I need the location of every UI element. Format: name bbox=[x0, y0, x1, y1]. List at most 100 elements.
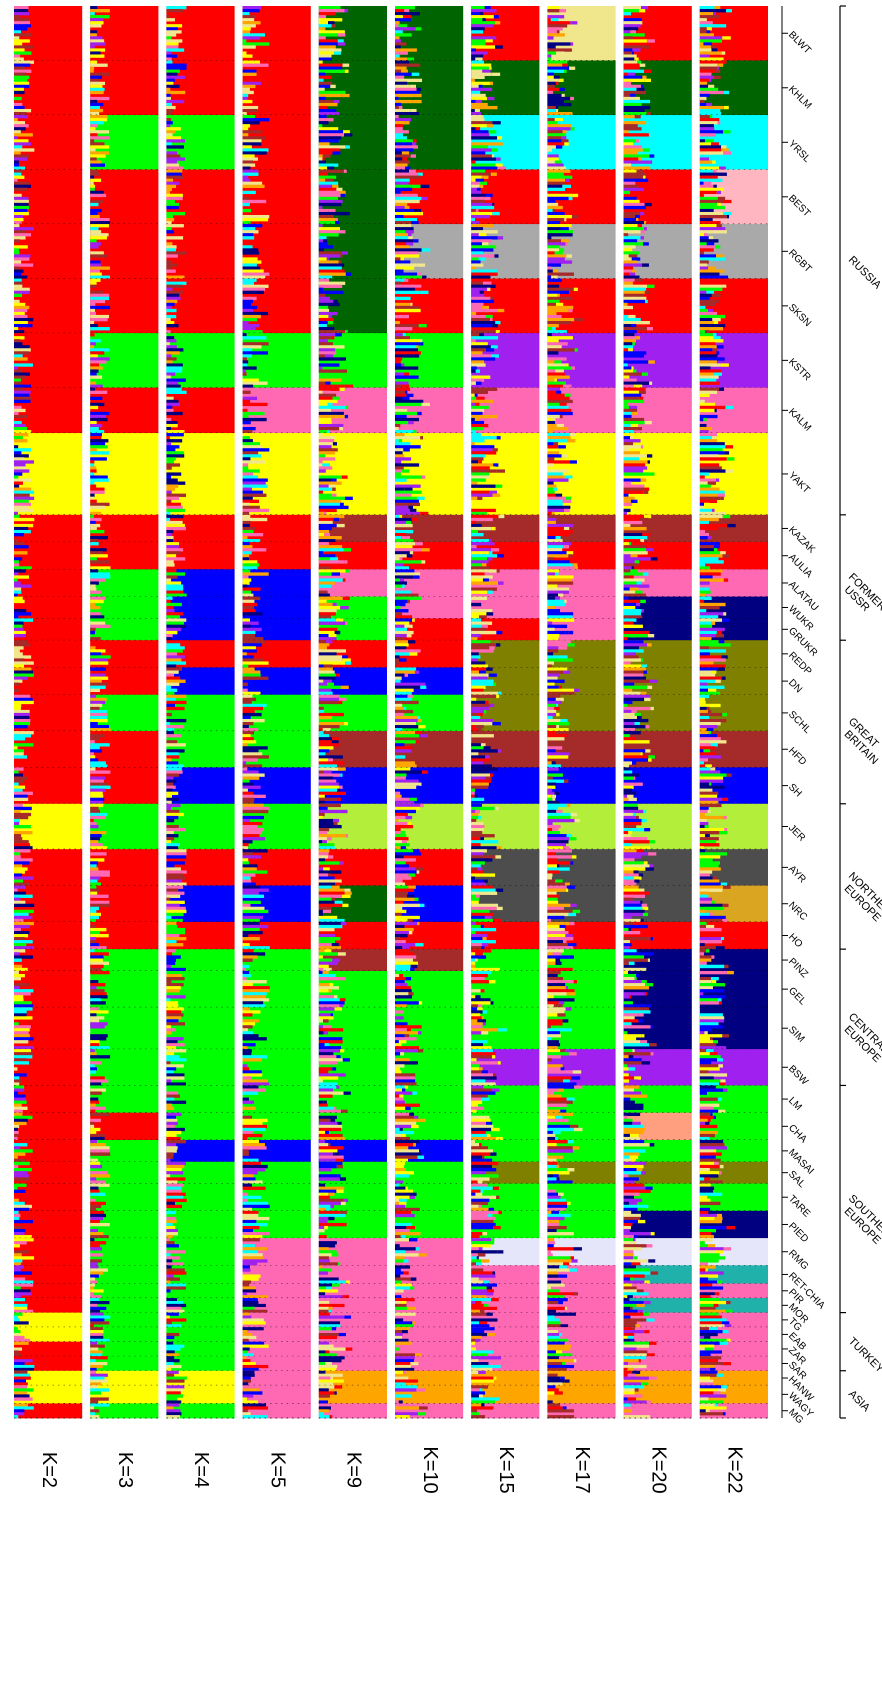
breed-label-lm: LM bbox=[786, 1095, 804, 1113]
bar-k9-pir bbox=[318, 1283, 387, 1299]
breed-label-dn: DN bbox=[786, 677, 804, 695]
bar-k9-mg bbox=[318, 1403, 387, 1419]
bar-k10-zar bbox=[395, 1341, 464, 1357]
k-label-k2: K=2 bbox=[38, 1452, 60, 1488]
bar-k3-masai bbox=[90, 1139, 159, 1163]
bar-k15-masai bbox=[471, 1139, 540, 1163]
bar-k4-mg bbox=[166, 1403, 235, 1419]
bar-k2-sal bbox=[14, 1161, 83, 1184]
bar-k4-eab bbox=[166, 1327, 235, 1343]
breed-label-bsw: BSW bbox=[786, 1063, 810, 1087]
bar-k4-kalm bbox=[166, 387, 235, 434]
breed-label-khlm: KHLM bbox=[786, 84, 813, 111]
bar-k17-pinz bbox=[547, 949, 616, 972]
k-label-k9: K=9 bbox=[343, 1452, 365, 1488]
breed-label-ayr: AYR bbox=[786, 864, 808, 886]
bar-k5-mor bbox=[242, 1298, 311, 1313]
breed-label-aulia: AULIA bbox=[786, 552, 814, 580]
bar-k2-tg bbox=[14, 1312, 83, 1328]
region-label-former-ussr: FORMERUSSR bbox=[837, 571, 882, 622]
bar-k17-sal bbox=[547, 1161, 616, 1184]
breed-label-kstr: KSTR bbox=[786, 357, 813, 384]
breed-label-nrc: NRC bbox=[786, 900, 809, 923]
breed-label-rgbt: RGBT bbox=[786, 248, 813, 275]
region-label-asia: ASIA bbox=[846, 1388, 873, 1415]
panel-k2 bbox=[14, 6, 83, 1419]
region-label-russia: RUSSIA bbox=[846, 254, 882, 292]
breed-label-rmg: RMG bbox=[786, 1248, 810, 1272]
bar-k5-ret-chia bbox=[242, 1265, 311, 1284]
breed-label-ho: HO bbox=[786, 932, 805, 951]
bar-k20-wagy bbox=[623, 1385, 692, 1404]
bar-k2-pinz bbox=[14, 949, 83, 972]
bar-k10-sal bbox=[395, 1161, 464, 1184]
panel-k4 bbox=[166, 6, 235, 1419]
bar-k2-alatau bbox=[14, 569, 83, 598]
bar-k3-eab bbox=[90, 1327, 159, 1343]
bar-k10-wukr bbox=[395, 596, 464, 619]
breed-label-hfd: HFD bbox=[786, 745, 808, 767]
bar-k15-eab bbox=[471, 1327, 540, 1343]
panel-k5 bbox=[242, 6, 311, 1419]
bar-k9-wukr bbox=[318, 596, 387, 619]
bar-k3-mg bbox=[90, 1403, 159, 1419]
bar-k10-eab bbox=[395, 1327, 464, 1343]
region-label-turkey: TURKEY bbox=[846, 1335, 882, 1376]
bar-k3-pir bbox=[90, 1283, 159, 1299]
bar-k3-tare bbox=[90, 1183, 159, 1212]
bar-k3-jer bbox=[90, 803, 159, 850]
bar-k4-lm bbox=[166, 1085, 235, 1114]
bar-k17-tg bbox=[547, 1312, 616, 1328]
region-label-great-britain: GREATBRITAIN bbox=[837, 716, 882, 767]
k-label-k3: K=3 bbox=[114, 1452, 136, 1488]
panel-k10 bbox=[395, 6, 464, 1419]
bar-k4-cha bbox=[166, 1112, 235, 1141]
panel-k3 bbox=[90, 6, 159, 1419]
panel-k20 bbox=[623, 6, 692, 1419]
k-label-k15: K=15 bbox=[495, 1446, 517, 1493]
k-label-k10: K=10 bbox=[419, 1446, 441, 1493]
bar-k9-mor bbox=[318, 1298, 387, 1313]
bar-k5-hanw bbox=[242, 1370, 311, 1386]
bar-k5-pir bbox=[242, 1283, 311, 1299]
breed-label-sh: SH bbox=[786, 782, 804, 800]
breed-label-schl: SCHL bbox=[786, 709, 813, 736]
breed-label-yakt: YAKT bbox=[786, 470, 812, 496]
breed-label-gel: GEL bbox=[786, 985, 808, 1007]
k-label-k4: K=4 bbox=[190, 1452, 212, 1488]
breed-label-jer: JER bbox=[786, 823, 807, 844]
breed-label-kalm: KALM bbox=[786, 407, 813, 434]
bar-k17-sh bbox=[547, 767, 616, 805]
bar-k5-kalm bbox=[242, 387, 311, 434]
bar-k17-eab bbox=[547, 1327, 616, 1343]
bar-k10-grukr bbox=[395, 618, 464, 641]
bar-k9-wagy bbox=[318, 1385, 387, 1404]
bar-k4-tg bbox=[166, 1312, 235, 1328]
bar-k22-ret-chia bbox=[699, 1265, 768, 1284]
bar-k5-wagy bbox=[242, 1385, 311, 1404]
breed-label-blwt: BLWT bbox=[786, 29, 813, 56]
k-label-k5: K=5 bbox=[266, 1452, 288, 1488]
bar-k2-hanw bbox=[14, 1370, 83, 1386]
k-label-k17: K=17 bbox=[571, 1446, 593, 1493]
bar-k2-grukr bbox=[14, 618, 83, 641]
bar-k2-zar bbox=[14, 1341, 83, 1357]
bar-k3-wukr bbox=[90, 596, 159, 619]
region-label-southern-europe: SOUTHERNEUROPE bbox=[837, 1193, 882, 1254]
bar-k17-grukr bbox=[547, 618, 616, 641]
bar-k20-mg bbox=[623, 1403, 692, 1419]
breed-label-yrsl: YRSL bbox=[786, 139, 813, 166]
bar-k3-grukr bbox=[90, 618, 159, 641]
panel-k22 bbox=[699, 6, 768, 1419]
bar-k5-grukr bbox=[242, 618, 311, 641]
bar-k5-eab bbox=[242, 1327, 311, 1343]
bar-k2-mor bbox=[14, 1298, 83, 1313]
bar-k15-tg bbox=[471, 1312, 540, 1328]
bar-k15-ret-chia bbox=[471, 1265, 540, 1284]
bar-k3-zar bbox=[90, 1341, 159, 1357]
bar-k4-pinz bbox=[166, 949, 235, 972]
bar-k3-sal bbox=[90, 1161, 159, 1184]
panel-k9 bbox=[318, 6, 387, 1419]
panel-k15 bbox=[471, 6, 540, 1419]
bar-k15-pinz bbox=[471, 949, 540, 972]
